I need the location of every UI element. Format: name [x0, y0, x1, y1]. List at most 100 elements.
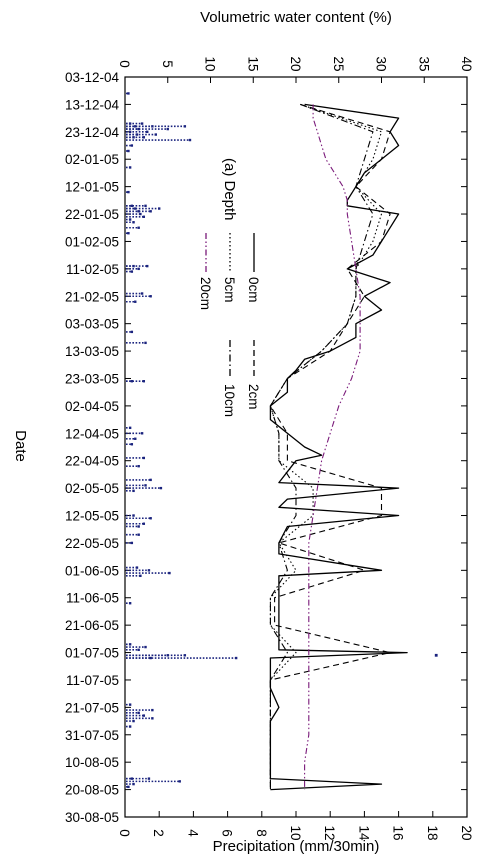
- precip-point: [142, 522, 146, 525]
- precip-point: [151, 708, 154, 712]
- precip-point: [132, 782, 135, 786]
- precip-point: [137, 464, 140, 468]
- date-tick-label: 03-03-05: [65, 317, 119, 332]
- precip-point: [144, 341, 147, 345]
- legend-label-20cm: 20cm: [198, 277, 213, 310]
- precip-tick-label: 10: [288, 825, 303, 840]
- series-line-20cm: [304, 104, 361, 790]
- vwc-tick-label: 35: [416, 56, 431, 71]
- date-tick-label: 12-05-05: [65, 509, 119, 524]
- date-tick-label: 12-01-05: [65, 180, 119, 195]
- legend-label-2cm: 2cm: [246, 384, 261, 410]
- precip-point: [144, 204, 147, 208]
- precip-point: [130, 777, 134, 780]
- precip-point: [132, 489, 135, 493]
- date-tick-label: 30-08-05: [65, 810, 119, 825]
- series-line-10cm: [269, 103, 374, 790]
- precipitation-series: [126, 92, 438, 789]
- vwc-tick-label: 10: [203, 56, 218, 71]
- plot-border: [124, 76, 468, 818]
- precip-point: [127, 149, 130, 153]
- vwc-tick-label: 20: [288, 56, 303, 71]
- chart-annotation: (a) Depth: [221, 158, 238, 221]
- precip-point: [130, 380, 134, 383]
- date-tick-label: 01-07-05: [65, 646, 119, 661]
- precip-point: [140, 292, 144, 295]
- vwc-tick-label: 0: [117, 60, 132, 68]
- precip-point: [146, 264, 149, 268]
- vwc-tick-label: 40: [459, 56, 474, 71]
- date-axis-title: Date: [12, 430, 29, 462]
- precip-point: [137, 525, 140, 528]
- precip-point: [140, 122, 144, 125]
- precip-point: [132, 221, 135, 224]
- precip-point: [128, 725, 132, 728]
- date-axis: 03-12-04 13-12-04 23-12-04 02-01-05 12-01-05…: [65, 70, 467, 825]
- date-tick-label: 02-04-05: [65, 399, 119, 414]
- precip-point: [130, 270, 134, 273]
- precip-point: [144, 645, 147, 649]
- precip-point: [147, 777, 151, 780]
- series-line-0cm: [269, 103, 408, 791]
- precip-tick-label: 14: [356, 825, 371, 841]
- precip-point: [178, 780, 181, 783]
- precip-point: [166, 127, 169, 131]
- precip-point: [183, 654, 187, 657]
- date-tick-label: 23-12-04: [65, 125, 120, 140]
- precip-point: [128, 602, 132, 605]
- precip-point: [137, 267, 140, 271]
- precip-point: [127, 785, 130, 789]
- precip-point: [135, 566, 139, 569]
- precip-point: [139, 212, 142, 216]
- date-tick-label: 01-06-05: [65, 563, 119, 578]
- date-tick-label: 12-04-05: [65, 426, 119, 441]
- date-tick-label: 10-08-05: [65, 755, 119, 770]
- precip-point: [149, 210, 152, 213]
- date-tick-label: 02-01-05: [65, 152, 119, 167]
- precip-point: [127, 232, 130, 235]
- date-tick-label: 02-05-05: [65, 481, 119, 496]
- precip-point: [137, 226, 140, 229]
- precip-point: [134, 437, 137, 440]
- precip-point: [146, 130, 149, 134]
- precip-point: [142, 456, 146, 460]
- vwc-tick-label: 30: [374, 56, 389, 71]
- precip-point: [128, 703, 132, 706]
- precip-point: [130, 443, 134, 446]
- date-tick-label: 21-07-05: [65, 700, 119, 715]
- series-line-2cm: [269, 103, 391, 790]
- date-tick-label: 21-02-05: [65, 289, 119, 304]
- date-tick-label: 13-12-04: [65, 97, 120, 112]
- precip-point: [132, 514, 135, 517]
- precip-point: [134, 300, 137, 303]
- precip-point: [137, 648, 140, 652]
- precip-point: [168, 571, 171, 575]
- precip-tick-label: 6: [220, 829, 235, 837]
- legend-label-0cm: 0cm: [246, 277, 261, 303]
- date-tick-label: 22-01-05: [65, 207, 119, 222]
- precip-point: [130, 144, 134, 147]
- date-tick-label: 11-07-05: [66, 673, 119, 688]
- precip-point: [140, 432, 144, 435]
- legend-label-10cm: 10cm: [222, 384, 237, 417]
- precip-point: [188, 138, 192, 142]
- date-tick-label: 13-03-05: [65, 344, 119, 359]
- vwc-series: [269, 103, 408, 791]
- date-tick-label: 11-06-05: [66, 591, 119, 606]
- precip-point: [137, 533, 140, 536]
- precip-tick-label: 18: [425, 825, 440, 840]
- precip-point: [151, 717, 154, 720]
- precip-tick-label: 0: [117, 829, 132, 837]
- precip-point: [142, 136, 146, 139]
- precip-point: [137, 210, 140, 213]
- precip-tick-label: 4: [185, 829, 200, 837]
- precip-point: [149, 517, 152, 520]
- precip-point: [134, 207, 137, 210]
- date-tick-label: 31-07-05: [65, 728, 119, 743]
- precip-axis-title: Precipitation (mm/30min): [213, 838, 380, 855]
- vwc-tick-label: 5: [160, 60, 175, 68]
- precip-point: [137, 711, 140, 715]
- date-tick-label: 23-03-05: [65, 371, 119, 386]
- precip-point: [130, 330, 134, 334]
- date-tick-label: 22-05-05: [65, 536, 119, 551]
